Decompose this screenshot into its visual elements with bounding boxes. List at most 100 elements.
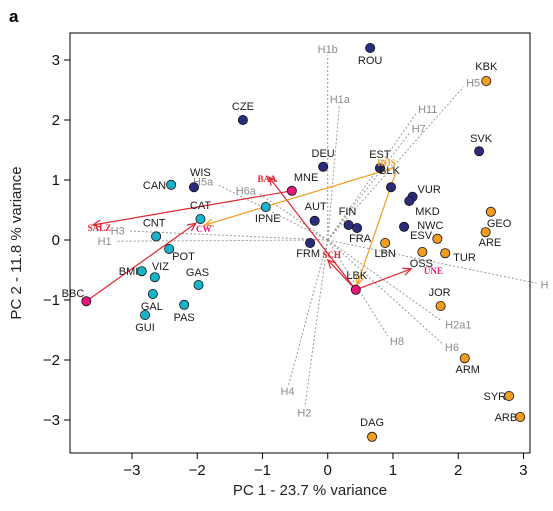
point-label-ipne: IPNE <box>255 213 281 225</box>
y-tick-label-4: 1 <box>52 172 60 189</box>
point-bmi <box>136 266 147 277</box>
point-mkd <box>404 195 415 206</box>
point-nwc <box>432 233 443 244</box>
point-label-cze: CZE <box>232 101 254 113</box>
loading-label-h6a: H6a <box>236 185 257 197</box>
point-mne <box>286 185 297 196</box>
arrow-line-3 <box>327 259 357 291</box>
y-tick-label-3: 0 <box>52 232 60 249</box>
point-are <box>480 227 491 238</box>
arrows-layer <box>85 167 413 302</box>
point-label-fin: FIN <box>339 206 357 218</box>
point-esv <box>399 221 410 232</box>
loading-line-h3 <box>128 230 328 241</box>
point-aut <box>309 215 320 226</box>
reference-label-baa: BAA <box>258 174 278 184</box>
point-cnt <box>151 231 162 242</box>
point-label-pot: POT <box>172 251 195 263</box>
point-gal <box>147 288 158 299</box>
point-fra <box>352 222 363 233</box>
point-ipne <box>260 201 271 212</box>
y-axis-title: PC 2 - 11.8 % variance <box>8 166 25 319</box>
arrow-head-4 <box>402 267 413 276</box>
point-label-geo: GEO <box>487 218 512 230</box>
loading-label-h1b: H1b <box>318 44 338 56</box>
panel-letter: a <box>9 7 19 26</box>
point-label-jor: JOR <box>429 287 451 299</box>
arrow-line-2 <box>268 176 357 291</box>
point-label-est: EST <box>369 149 391 161</box>
reference-label-ros: RÖS <box>377 158 396 168</box>
loading-label-h2a1: H2a1 <box>445 319 471 331</box>
point-syr <box>504 390 515 401</box>
point-label-arm: ARM <box>456 364 480 376</box>
ticks-layer: −3 −2 −1 0 1 2 3 −3 −2 −1 0 1 2 3 <box>43 52 528 479</box>
point-arm <box>459 353 470 364</box>
point-label-frm: FRM <box>296 248 320 260</box>
labels-layer: ROU CZE DEU EST BLK VUR MKD SVK WIS AUT FIN FRA ESV F… <box>62 55 518 429</box>
arrow-head-6 <box>203 218 215 227</box>
point-label-oss: OSS <box>410 258 433 270</box>
point-label-wis: WIS <box>190 167 211 179</box>
loading-label-h8: H8 <box>390 336 404 348</box>
point-est <box>374 162 385 173</box>
loading-line-h2a1 <box>327 239 443 322</box>
loading-line-h6a <box>258 193 329 241</box>
point-label-bbc: BBC <box>62 288 85 300</box>
point-label-cnt: CNT <box>143 217 166 229</box>
point-label-nwc: NWC <box>417 220 443 232</box>
arrow-head-1 <box>186 222 198 232</box>
point-arb <box>515 411 526 422</box>
point-label-fra: FRA <box>349 233 372 245</box>
arrow-line-1 <box>85 222 197 302</box>
point-lbn <box>380 237 391 248</box>
x-tick-label-1: −2 <box>189 462 206 479</box>
x-tick-label-2: −1 <box>254 462 271 479</box>
x-tick-label-3: 0 <box>324 462 332 479</box>
point-oss <box>417 246 428 257</box>
loading-line-h6 <box>327 239 443 344</box>
reference-label-cw: CW <box>196 224 212 234</box>
point-pot <box>164 243 175 254</box>
point-label-can: CAN <box>143 180 166 192</box>
point-label-gui: GUI <box>135 322 155 334</box>
point-label-lbk: LBK <box>346 270 367 282</box>
loading-label-h1a: H1a <box>330 94 351 106</box>
point-label-mne: MNE <box>294 172 318 184</box>
point-gui <box>140 309 151 320</box>
x-tick-label-5: 2 <box>454 462 462 479</box>
x-tick-label-0: −3 <box>123 462 140 479</box>
point-label-pas: PAS <box>174 312 195 324</box>
arrow-head-2 <box>268 175 278 186</box>
point-gas <box>193 279 204 290</box>
loading-label-h4: H4 <box>281 386 295 398</box>
point-dag <box>367 431 378 442</box>
reference-label-une: UNE <box>424 266 443 276</box>
point-cat <box>195 213 206 224</box>
plot-frame <box>69 32 531 454</box>
loading-label-h11: H11 <box>418 104 437 116</box>
point-label-vur: VUR <box>418 184 441 196</box>
arrow-line-6 <box>204 167 394 226</box>
loading-line-h2 <box>304 239 329 407</box>
point-tur <box>440 248 451 259</box>
point-geo <box>485 206 496 217</box>
point-kbk <box>481 76 492 87</box>
point-blk <box>386 182 397 193</box>
point-label-tur: TUR <box>453 252 476 264</box>
loading-label-h2: H2 <box>297 408 311 420</box>
point-label-cat: CAT <box>190 200 211 212</box>
arrow-head-0 <box>91 219 102 228</box>
point-label-arb: ARB <box>495 412 518 424</box>
point-rou <box>365 43 376 54</box>
point-label-lbn: LBN <box>374 248 395 260</box>
point-lbk <box>350 284 361 295</box>
point-label-aut: AUT <box>305 201 327 213</box>
reference-label-salz: SALZ <box>88 223 112 233</box>
point-label-bmi: BMI <box>119 266 139 278</box>
loading-label-h: H <box>540 279 548 291</box>
arrow-line-4 <box>355 268 412 291</box>
point-label-deu: DEU <box>312 148 335 160</box>
loading-line-h11 <box>327 113 417 241</box>
